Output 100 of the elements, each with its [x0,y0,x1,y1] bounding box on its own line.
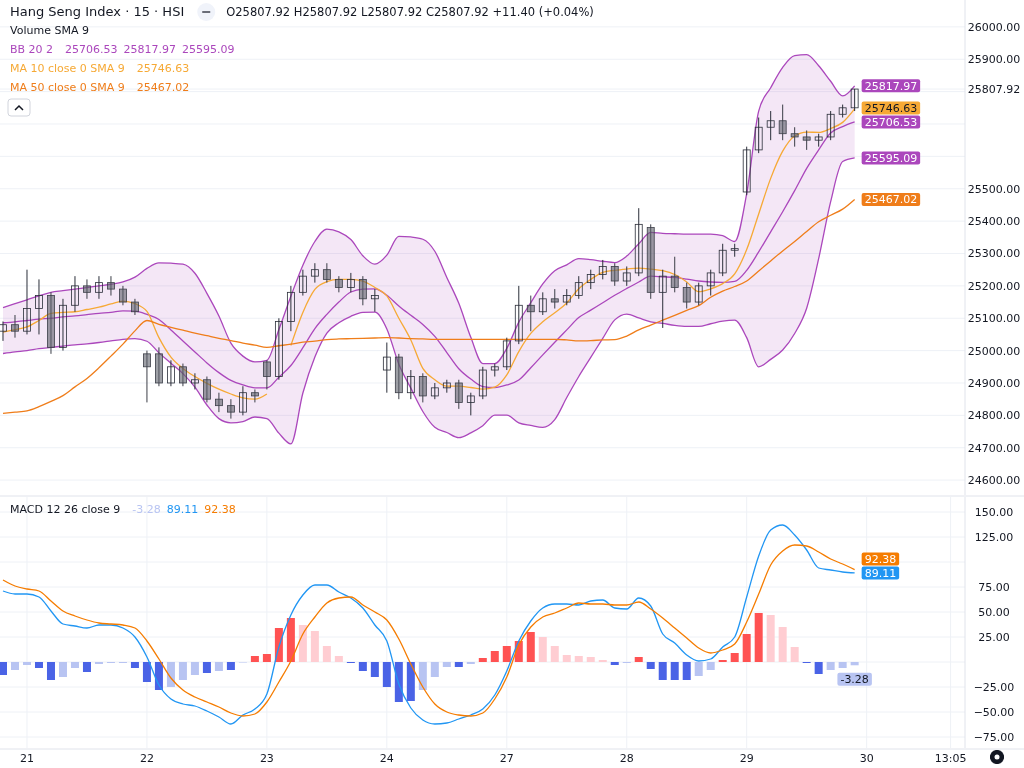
candlestick [227,398,235,420]
candlestick [670,256,679,293]
candlestick [298,269,307,297]
text: MA 50 close 0 SMA 9 [10,81,125,94]
bar [226,662,235,670]
bar [130,662,139,668]
annotation: Volume SMA 9 [10,24,89,37]
text: 92.38 [204,503,236,516]
candlestick [706,269,715,297]
candlestick [346,272,355,293]
candlestick [23,269,31,335]
bar [82,662,91,672]
candlestick [418,372,427,403]
y-tick-label: −25.00 [973,681,1015,694]
y-tick-label: 25000.00 [967,344,1021,358]
candlestick [322,262,331,284]
text: 25467.02 [136,81,190,94]
bar [298,625,307,662]
candlestick [262,359,271,390]
data-label: 25746.63 [864,101,918,115]
y-tick-label: 25807.92 [967,83,1021,97]
y-tick-label: 50.00 [978,606,1010,619]
data-label: 92.38 [864,552,897,566]
candlestick [11,314,19,339]
text: 25706.53 [65,43,118,56]
bar [0,662,7,675]
bar [406,662,415,701]
y-tick-label: 24900.00 [967,376,1021,390]
text: -3.28 [132,503,161,516]
candlestick [778,104,787,141]
bar [634,657,643,662]
bar [670,662,679,680]
bar [190,662,199,675]
x-tick-label: 29 [739,752,754,765]
candlestick [83,278,91,300]
candlestick [850,88,859,112]
text: BB 20 2 [10,43,54,56]
candlestick [203,376,211,403]
candlestick [694,282,703,306]
candlestick [239,385,247,416]
candlestick [454,379,463,410]
bar [22,662,31,665]
candlestick [382,342,391,394]
bar [790,647,799,662]
bar [178,662,187,680]
y-tick-label: 25.00 [978,631,1010,644]
text: O25807.92 H25807.92 L25807.92 C25807.92 +11.40 (+0.04%) [226,5,594,19]
x-tick-label: 28 [619,752,634,765]
bar [490,651,499,662]
data-label: 25706.53 [864,115,918,129]
y-tick-label: 25100.00 [967,312,1021,326]
candlestick [35,278,43,335]
y-tick-label: 25300.00 [967,247,1021,261]
y-tick-label: 25200.00 [967,279,1021,293]
candlestick [286,285,295,332]
candlestick [143,350,151,403]
bar [526,632,535,662]
text: MACD 12 26 close 9 [10,503,121,516]
candlestick [598,259,607,280]
bar [778,627,787,662]
candlestick [167,359,175,387]
x-tick-label: 24 [379,752,394,765]
y-tick-label: 75.00 [978,581,1010,594]
candlestick [574,275,583,300]
candlestick [250,388,259,403]
bar [850,662,859,666]
bar [730,653,739,662]
candlestick [502,337,511,371]
candlestick [71,275,79,313]
bar [706,662,715,670]
bar [322,646,331,662]
candlestick [682,282,691,310]
bar [742,634,751,662]
candlestick [59,298,67,352]
candlestick [131,298,139,316]
bar [658,662,667,680]
y-tick-label: 25900.00 [967,53,1021,67]
bar [442,662,451,667]
candlestick [406,369,415,400]
bar [214,662,223,671]
candlestick [514,285,523,345]
candlestick [586,269,595,290]
data-label: -3.28 [840,673,869,687]
bar [838,662,847,668]
bar [766,615,775,662]
text: MA 10 close 0 SMA 9 [10,62,125,75]
candlestick [95,275,103,300]
x-tick-label: 21 [19,752,34,765]
candlestick [550,288,559,310]
candlestick [0,320,7,342]
candlestick [802,129,811,151]
candlestick [646,223,655,300]
data-label: 89.11 [864,566,897,580]
bar [70,662,79,668]
candlestick [191,372,199,390]
bar [382,662,391,687]
bar [454,662,463,667]
bar [682,662,691,680]
candlestick [622,265,631,287]
bar [430,662,439,677]
